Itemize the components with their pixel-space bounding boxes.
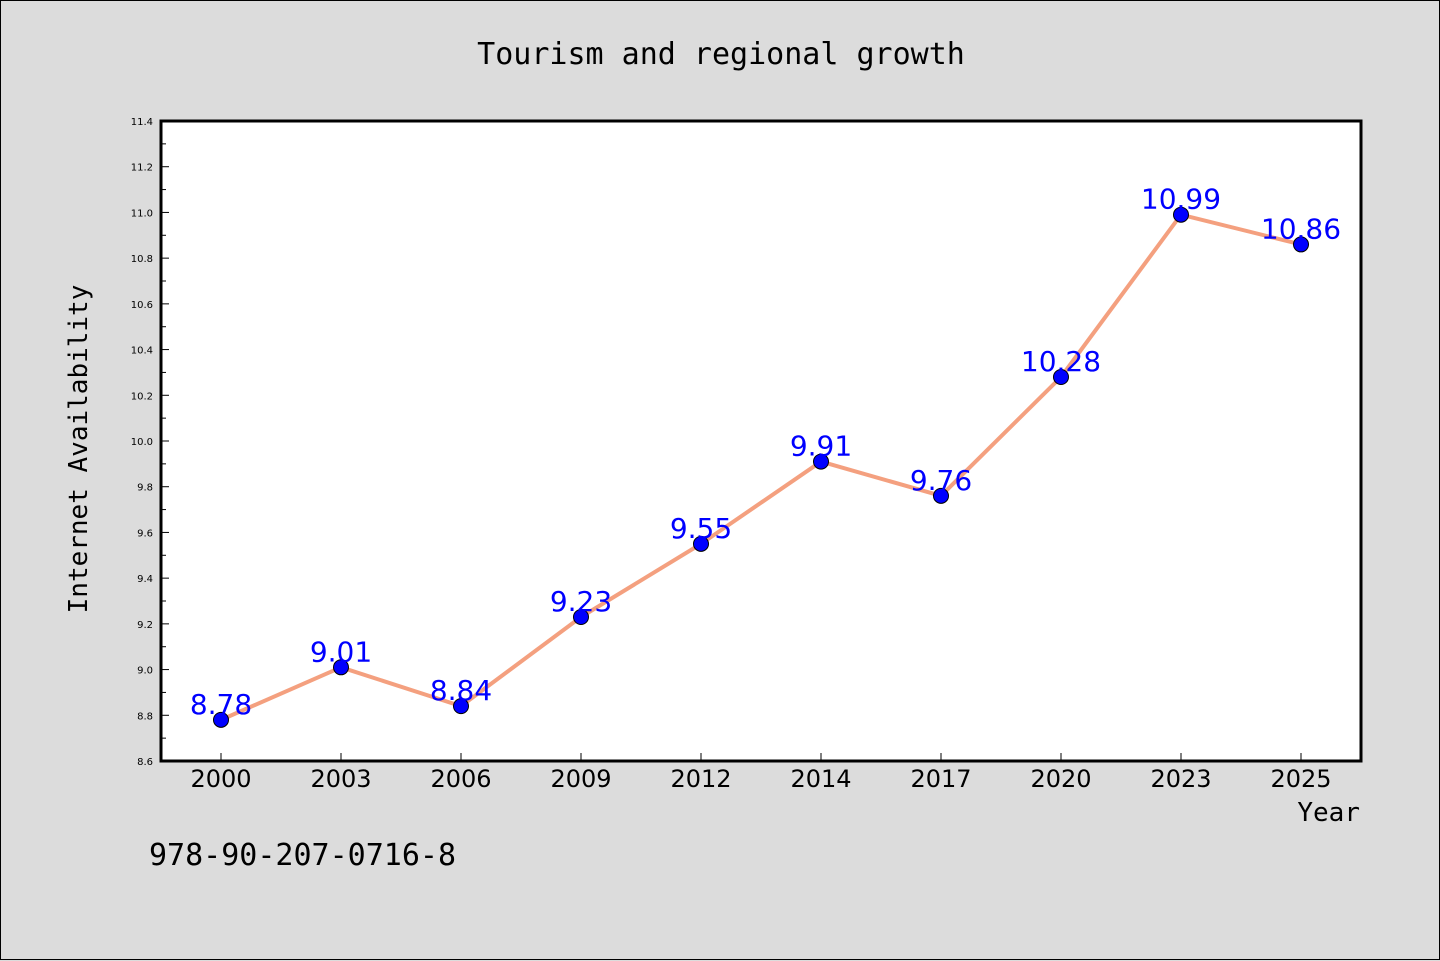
data-point	[1293, 236, 1309, 253]
y-tick-label: 10.0	[131, 437, 153, 448]
data-label: 9.55	[670, 512, 732, 545]
series-line	[220, 212, 1302, 722]
data-point	[1053, 369, 1069, 385]
data-point	[333, 659, 349, 676]
x-tick-label: 2009	[550, 765, 611, 793]
y-tick-label: 8.6	[137, 757, 153, 768]
x-axis: 2000 2003 2006 2009 2012 2014 2017 2020 2023 2025	[190, 753, 1332, 793]
x-tick-label: 2017	[910, 765, 971, 793]
y-tick-label: 10.2	[131, 391, 153, 402]
x-tick-label: 2012	[670, 765, 731, 793]
y-tick-label: 9.4	[137, 574, 153, 585]
data-label: 8.84	[430, 674, 492, 707]
series-layer: 8.78 9.01 8.84 9.23 9.55 9.91 9.76 10.28 10.99 10…	[190, 183, 1341, 728]
x-tick-label: 2000	[190, 765, 251, 793]
footer-code: 978-90-207-0716-8	[149, 838, 456, 873]
y-axis-label: Internet Availability	[64, 285, 94, 614]
y-tick-label: 9.6	[137, 528, 153, 539]
data-point	[933, 487, 949, 504]
x-tick-label: 2014	[790, 765, 851, 793]
x-tick-label: 2025	[1270, 765, 1331, 793]
x-tick-label: 2003	[310, 765, 371, 793]
data-point	[813, 453, 829, 470]
data-point	[1173, 206, 1189, 223]
plot-area	[159, 119, 1363, 763]
y-tick-label: 10.6	[131, 300, 153, 311]
y-tick-label: 9.8	[137, 483, 153, 494]
data-label: 10.99	[1141, 183, 1221, 216]
y-tick-label: 9.0	[137, 666, 153, 677]
y-tick-label: 9.2	[137, 620, 153, 631]
data-label: 9.76	[910, 464, 972, 497]
data-point	[693, 535, 709, 552]
y-tick-label: 10.4	[131, 346, 153, 357]
x-axis-label: Year	[1297, 798, 1360, 828]
data-label: 8.78	[190, 688, 252, 721]
data-point	[573, 609, 589, 625]
y-tick-label: 8.8	[137, 711, 153, 722]
data-point	[453, 698, 469, 715]
data-label: 9.01	[310, 635, 372, 668]
data-label: 10.28	[1021, 345, 1101, 378]
y-tick-label: 11.2	[131, 163, 153, 174]
data-label: 9.23	[550, 585, 612, 618]
chart-title: Tourism and regional growth	[477, 37, 965, 72]
x-tick-label: 2006	[430, 765, 491, 793]
y-axis: 8.6 8.8 9.0 9.2 9.4 9.6 9.8 10.0 10.2 10.4 10.6 10.…	[131, 117, 169, 768]
data-label: 9.91	[790, 430, 852, 463]
y-tick-label: 11.4	[131, 117, 153, 128]
x-tick-label: 2020	[1030, 765, 1091, 793]
data-label: 10.86	[1261, 212, 1341, 245]
y-tick-label: 10.8	[131, 254, 153, 265]
x-tick-label: 2023	[1150, 765, 1211, 793]
data-point	[213, 711, 229, 728]
y-tick-label: 11.0	[131, 208, 153, 219]
